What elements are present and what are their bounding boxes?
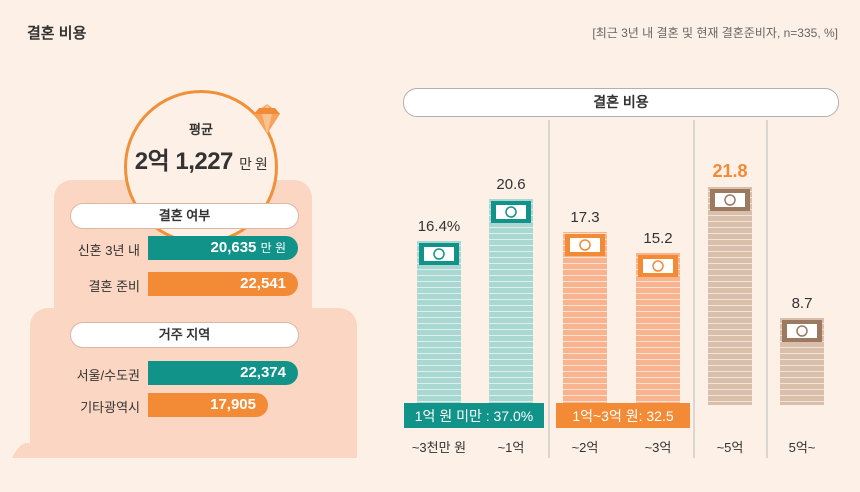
bar-seoul: 22,374 bbox=[148, 361, 298, 385]
money-note bbox=[715, 193, 745, 207]
source-note: [최근 3년 내 결혼 및 현재 결혼준비자, n=335, %] bbox=[592, 26, 838, 40]
page-title: 결혼 비용 bbox=[27, 25, 87, 42]
bar-value-label: 8.7 bbox=[792, 295, 813, 312]
bar-newlywed: 20,635 만 원 bbox=[148, 236, 298, 260]
bar-value-label: 15.2 bbox=[643, 230, 672, 247]
average-number: 2억 1,227 bbox=[134, 148, 234, 175]
money-icon-coin bbox=[433, 248, 445, 260]
bar-stripes bbox=[489, 199, 533, 405]
money-icon-coin bbox=[724, 194, 736, 206]
group-summary-band bbox=[404, 403, 544, 428]
marital-status-title: 결혼 여부 bbox=[70, 203, 299, 229]
money-note bbox=[570, 238, 600, 252]
diamond-icon bbox=[254, 104, 280, 134]
x-tick-label: ~5억 bbox=[717, 440, 744, 455]
bar-value-label: 21.8 bbox=[712, 161, 747, 181]
money-icon-coin bbox=[505, 206, 517, 218]
chart-title: 결혼 비용 bbox=[403, 88, 839, 117]
average-unit: 만 원 bbox=[239, 156, 268, 172]
group-summary-label: 1억 원 미만 : 37.0% bbox=[415, 408, 533, 424]
bar-metro: 17,905 bbox=[148, 393, 268, 417]
x-tick-label: ~2억 bbox=[572, 440, 599, 455]
row-label-newlywed: 신혼 3년 내 bbox=[77, 243, 140, 258]
region-title: 거주 지역 bbox=[70, 322, 299, 348]
group-summary-label: 1억~3억 원: 32.5 bbox=[572, 408, 674, 424]
average-label: 평균 bbox=[189, 122, 213, 137]
money-note bbox=[643, 259, 673, 273]
x-tick-label: 5억~ bbox=[789, 440, 816, 455]
bar-newlywed-unit: 만 원 bbox=[260, 241, 286, 255]
bar-value-label: 17.3 bbox=[570, 209, 599, 226]
bar-newlywed-value: 20,635 bbox=[210, 239, 257, 256]
money-icon-coin bbox=[579, 239, 591, 251]
money-note bbox=[787, 324, 817, 338]
money-note bbox=[424, 247, 454, 261]
row-label-seoul: 서울/수도권 bbox=[76, 368, 140, 383]
row-label-preparing: 결혼 준비 bbox=[88, 279, 140, 294]
row-label-metro: 기타광역시 bbox=[80, 400, 140, 415]
cake-infographic: 평균 2억 1,227 만 원 결혼 여부 신혼 3년 내 20,635 만 원… bbox=[12, 90, 357, 460]
average-value: 2억 1,227 만 원 bbox=[127, 141, 275, 176]
bar-stripes bbox=[563, 232, 607, 405]
group-summary-band bbox=[556, 403, 690, 428]
money-icon-coin bbox=[652, 260, 664, 272]
x-tick-label: ~3천만 원 bbox=[412, 440, 466, 455]
bar-preparing: 22,541 bbox=[148, 272, 298, 296]
x-tick-label: ~1억 bbox=[498, 440, 525, 455]
money-note bbox=[496, 205, 526, 219]
bar-value-label: 16.4% bbox=[418, 218, 461, 235]
bar-value-label: 20.6 bbox=[496, 176, 525, 193]
bar-stripes bbox=[417, 241, 461, 405]
bar-stripes bbox=[708, 187, 752, 405]
cake-base-scallop bbox=[12, 441, 357, 458]
x-tick-label: ~3억 bbox=[645, 440, 672, 455]
bar-stripes bbox=[636, 253, 680, 405]
money-icon-coin bbox=[796, 325, 808, 337]
